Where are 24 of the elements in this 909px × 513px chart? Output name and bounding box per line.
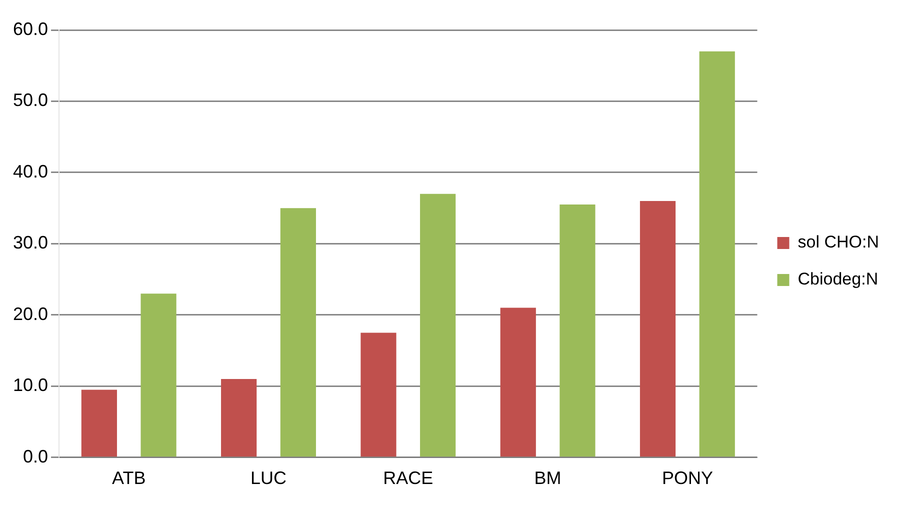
bar (221, 379, 257, 457)
bar (140, 294, 176, 457)
bar (360, 332, 396, 457)
y-tick-label: 60.0 (12, 18, 48, 39)
bar (280, 208, 316, 457)
x-tick-label: LUC (250, 468, 287, 488)
bar (420, 194, 456, 457)
x-tick-label: RACE (383, 468, 434, 488)
x-tick-label: BM (534, 468, 562, 488)
legend-label: sol CHO:N (798, 232, 880, 252)
y-tick-label: 10.0 (12, 375, 48, 396)
y-tick-label: 50.0 (12, 90, 48, 110)
bar (500, 308, 536, 457)
bar (640, 200, 676, 457)
x-tick-label: PONY (662, 468, 713, 488)
y-tick-label: 30.0 (12, 232, 48, 253)
bar (81, 390, 117, 457)
y-tick-label: 20.0 (12, 304, 48, 324)
bar (699, 51, 735, 457)
x-tick-label: ATB (112, 468, 146, 488)
y-tick-label: 40.0 (12, 161, 48, 182)
y-tick-label: 0.0 (23, 446, 48, 466)
legend-label: Cbiodeg:N (798, 270, 878, 289)
bar (560, 204, 596, 457)
